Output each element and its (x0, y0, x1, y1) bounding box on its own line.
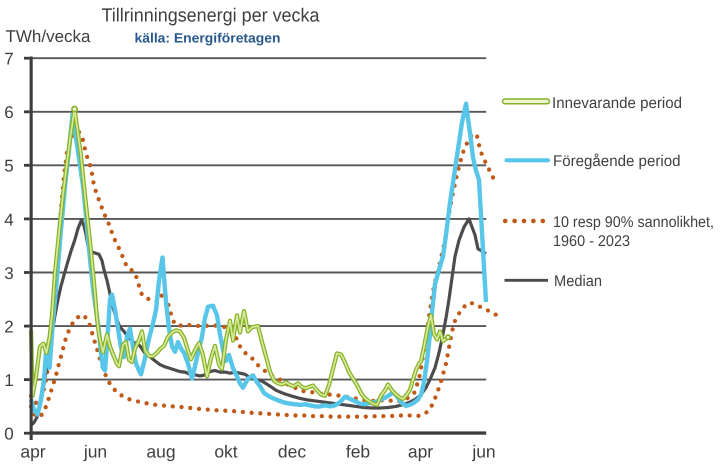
svg-text:0: 0 (4, 425, 13, 444)
svg-text:Median: Median (554, 273, 602, 290)
svg-text:5: 5 (4, 157, 13, 176)
svg-text:apr: apr (408, 441, 433, 461)
svg-text:feb: feb (346, 441, 370, 461)
svg-text:6: 6 (4, 103, 13, 122)
svg-text:4: 4 (4, 210, 13, 229)
svg-text:3: 3 (4, 264, 13, 283)
svg-text:dec: dec (278, 441, 306, 461)
svg-text:källa: Energiföretagen: källa: Energiföretagen (135, 31, 281, 46)
svg-text:jun: jun (471, 441, 495, 461)
svg-text:aug: aug (146, 441, 175, 461)
svg-text:1960 - 2023: 1960 - 2023 (553, 233, 630, 250)
svg-text:Innevarande period: Innevarande period (552, 95, 682, 112)
svg-text:apr: apr (20, 441, 45, 461)
svg-text:TWh/vecka: TWh/vecka (6, 27, 92, 46)
svg-text:jun: jun (83, 441, 107, 461)
svg-text:10 resp 90% sannolikhet,: 10 resp 90% sannolikhet, (553, 214, 714, 231)
svg-text:Tillrinningsenergi per vecka: Tillrinningsenergi per vecka (102, 5, 320, 26)
svg-text:Föregående period: Föregående period (553, 153, 681, 170)
svg-text:1: 1 (4, 371, 13, 390)
svg-text:2: 2 (4, 318, 13, 337)
svg-text:7: 7 (4, 50, 13, 69)
svg-text:okt: okt (214, 441, 237, 461)
